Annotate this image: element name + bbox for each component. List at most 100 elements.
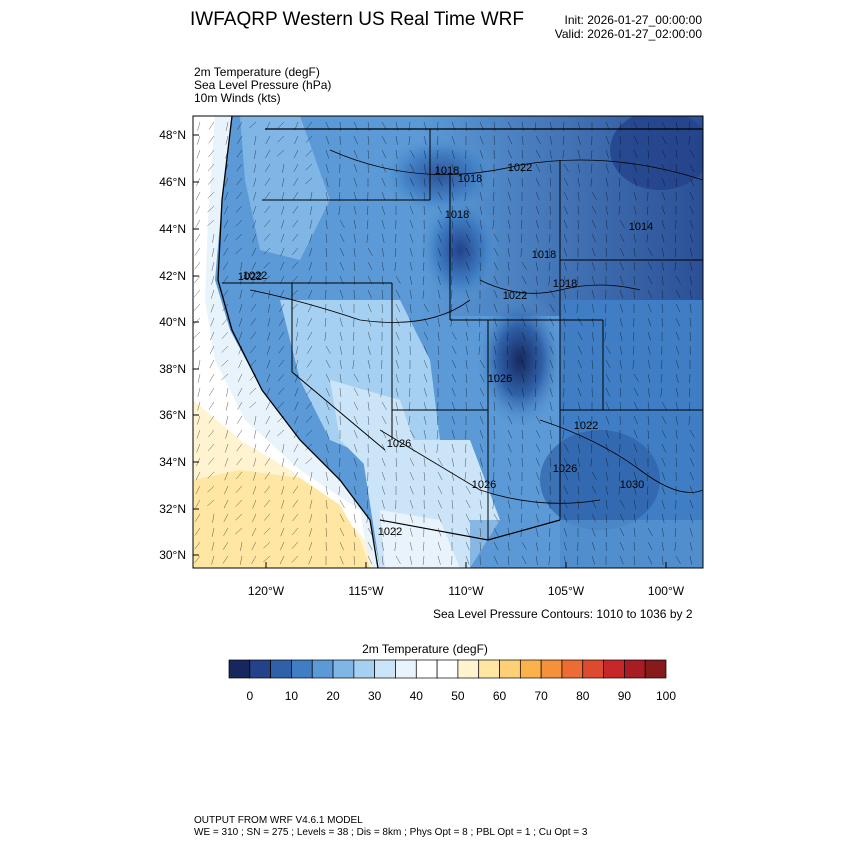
wind-barb [395, 345, 400, 355]
wind-barb [381, 219, 385, 229]
wind-barb [240, 541, 243, 551]
colorbar-swatch [374, 659, 396, 679]
wind-barb [325, 205, 328, 215]
wind-barb [493, 303, 498, 313]
wind-barb [325, 499, 328, 509]
wind-barb [325, 513, 328, 523]
colorbar-swatch [249, 659, 271, 679]
wind-barb [451, 429, 455, 439]
wind-barb [521, 443, 523, 453]
wind-barb [507, 401, 513, 411]
wind-barb [254, 415, 257, 425]
wind-barb [310, 471, 313, 481]
wind-barb [577, 331, 583, 341]
wind-barb [408, 415, 411, 425]
wind-barb [265, 429, 271, 438]
wind-barb [633, 555, 635, 565]
wind-barb [207, 177, 215, 185]
wind-barb [305, 429, 313, 437]
wind-barb [647, 261, 653, 271]
wind-barb [339, 303, 343, 313]
wind-barb [479, 443, 483, 453]
wind-barb [646, 499, 649, 509]
wind-barb [437, 275, 441, 285]
wind-barb [222, 555, 229, 564]
wind-barb [252, 219, 257, 229]
wind-barb [263, 261, 271, 269]
wind-barb [239, 317, 243, 327]
wind-barb [381, 401, 387, 410]
wind-barb [293, 471, 299, 480]
wind-barb [577, 457, 580, 467]
wind-barb [619, 513, 625, 523]
wind-barb [647, 205, 649, 215]
wind-barb [479, 471, 483, 481]
wind-barb [353, 373, 359, 382]
wind-barb [367, 401, 370, 411]
wind-barb [535, 205, 540, 215]
wind-barb [325, 387, 330, 397]
wind-barb [236, 429, 243, 438]
wind-barb [521, 373, 525, 383]
wind-barb [465, 555, 470, 565]
wind-barb [675, 387, 679, 397]
wind-barb [464, 191, 467, 201]
wind-barb [267, 345, 271, 355]
wind-barb [492, 205, 495, 215]
wind-barb [535, 457, 540, 467]
wind-barb [339, 121, 341, 131]
wind-barb [265, 401, 271, 411]
wind-barb [576, 303, 579, 313]
wind-barb [221, 373, 229, 381]
wind-barb [563, 317, 566, 327]
wind-barb [325, 401, 330, 411]
wind-barb [647, 121, 650, 131]
wind-barb [661, 149, 667, 159]
wind-barb [339, 457, 341, 467]
wind-barb [282, 163, 285, 173]
wind-barb [292, 513, 299, 522]
wind-barb [633, 471, 637, 481]
wind-barb [661, 205, 665, 215]
wind-barb [479, 527, 482, 537]
wind-barb [209, 345, 215, 355]
longitude-axis: 120°W 115°W 110°W 105°W 100°W [248, 562, 685, 598]
wind-barb [353, 429, 358, 439]
wind-barb [395, 359, 399, 369]
wind-barb [647, 429, 649, 439]
wind-barb [196, 429, 201, 439]
wind-barb [549, 443, 552, 453]
colorbar-tick-label: 70 [534, 689, 548, 703]
wind-barb [367, 415, 370, 425]
wind-barb [493, 401, 496, 411]
wind-barb [633, 331, 635, 341]
wind-barb [277, 387, 285, 395]
wind-barb [451, 149, 455, 159]
wind-barb [493, 121, 496, 131]
wind-barb [325, 121, 330, 131]
wind-barb [535, 471, 540, 481]
wind-barb [423, 471, 426, 481]
wind-barb [563, 219, 568, 229]
wind-barb [633, 121, 639, 131]
slp-contour-label: 1026 [472, 479, 496, 491]
wind-barb [535, 303, 538, 313]
wind-barb [591, 149, 593, 159]
wind-barb [521, 149, 524, 159]
wind-barb [534, 401, 537, 411]
wind-barb [689, 513, 693, 523]
wind-barb [675, 233, 677, 243]
wind-barb [591, 373, 593, 383]
wind-barb [381, 275, 384, 285]
wind-barb [633, 415, 638, 425]
wind-barb [493, 247, 499, 257]
wind-barb [675, 177, 677, 187]
wind-barb [591, 527, 596, 537]
wind-barb [294, 415, 299, 425]
colorbar-swatch [415, 659, 438, 679]
wind-barb [367, 359, 371, 369]
wind-barb [263, 541, 271, 549]
wind-barb [381, 121, 387, 130]
wind-barb [409, 485, 414, 495]
lat-tick-label: 36°N [159, 408, 186, 422]
